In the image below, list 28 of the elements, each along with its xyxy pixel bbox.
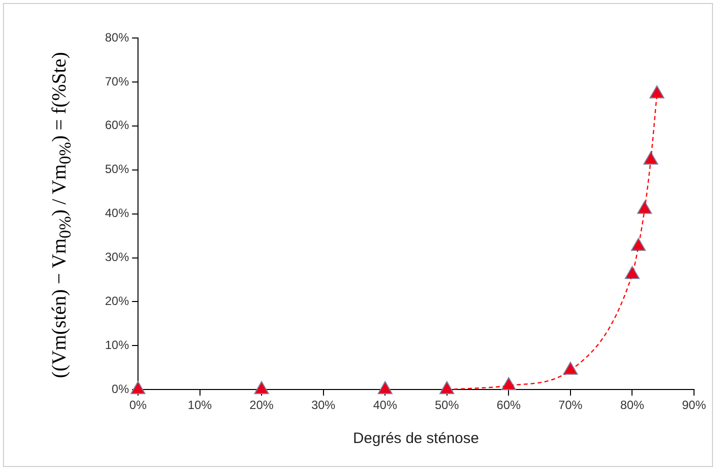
x-tick-label: 60% — [496, 398, 522, 412]
x-tick-label: 90% — [682, 398, 706, 412]
x-tick-label: 40% — [373, 398, 398, 412]
y-tick-label: 10% — [104, 338, 130, 352]
y-tick-label: 80% — [104, 30, 130, 44]
y-tick-label: 70% — [104, 74, 130, 88]
y-tick-label: 30% — [104, 250, 130, 264]
point — [439, 381, 454, 394]
x-tick-label: 0% — [129, 398, 148, 412]
y-tick-label: 40% — [104, 206, 130, 220]
point — [254, 381, 269, 394]
point — [624, 266, 640, 279]
x-tick-label: 20% — [250, 398, 274, 412]
point — [378, 381, 393, 394]
x-tick-label: 10% — [188, 398, 212, 412]
x-tick-label: 80% — [620, 398, 645, 412]
x-tick-label: 70% — [558, 398, 583, 412]
x-tick-label: 50% — [434, 398, 460, 412]
point — [501, 377, 516, 390]
y-tick-label: 0% — [112, 382, 130, 396]
point — [650, 85, 664, 98]
y-tick-label: 20% — [104, 294, 130, 308]
point — [637, 200, 652, 214]
x-axis-title: Degrés de sténose — [353, 430, 479, 448]
x-tick-label: 30% — [311, 398, 336, 412]
y-tick-label: 60% — [104, 118, 130, 132]
point — [130, 381, 146, 394]
y-tick-label: 50% — [104, 162, 130, 176]
